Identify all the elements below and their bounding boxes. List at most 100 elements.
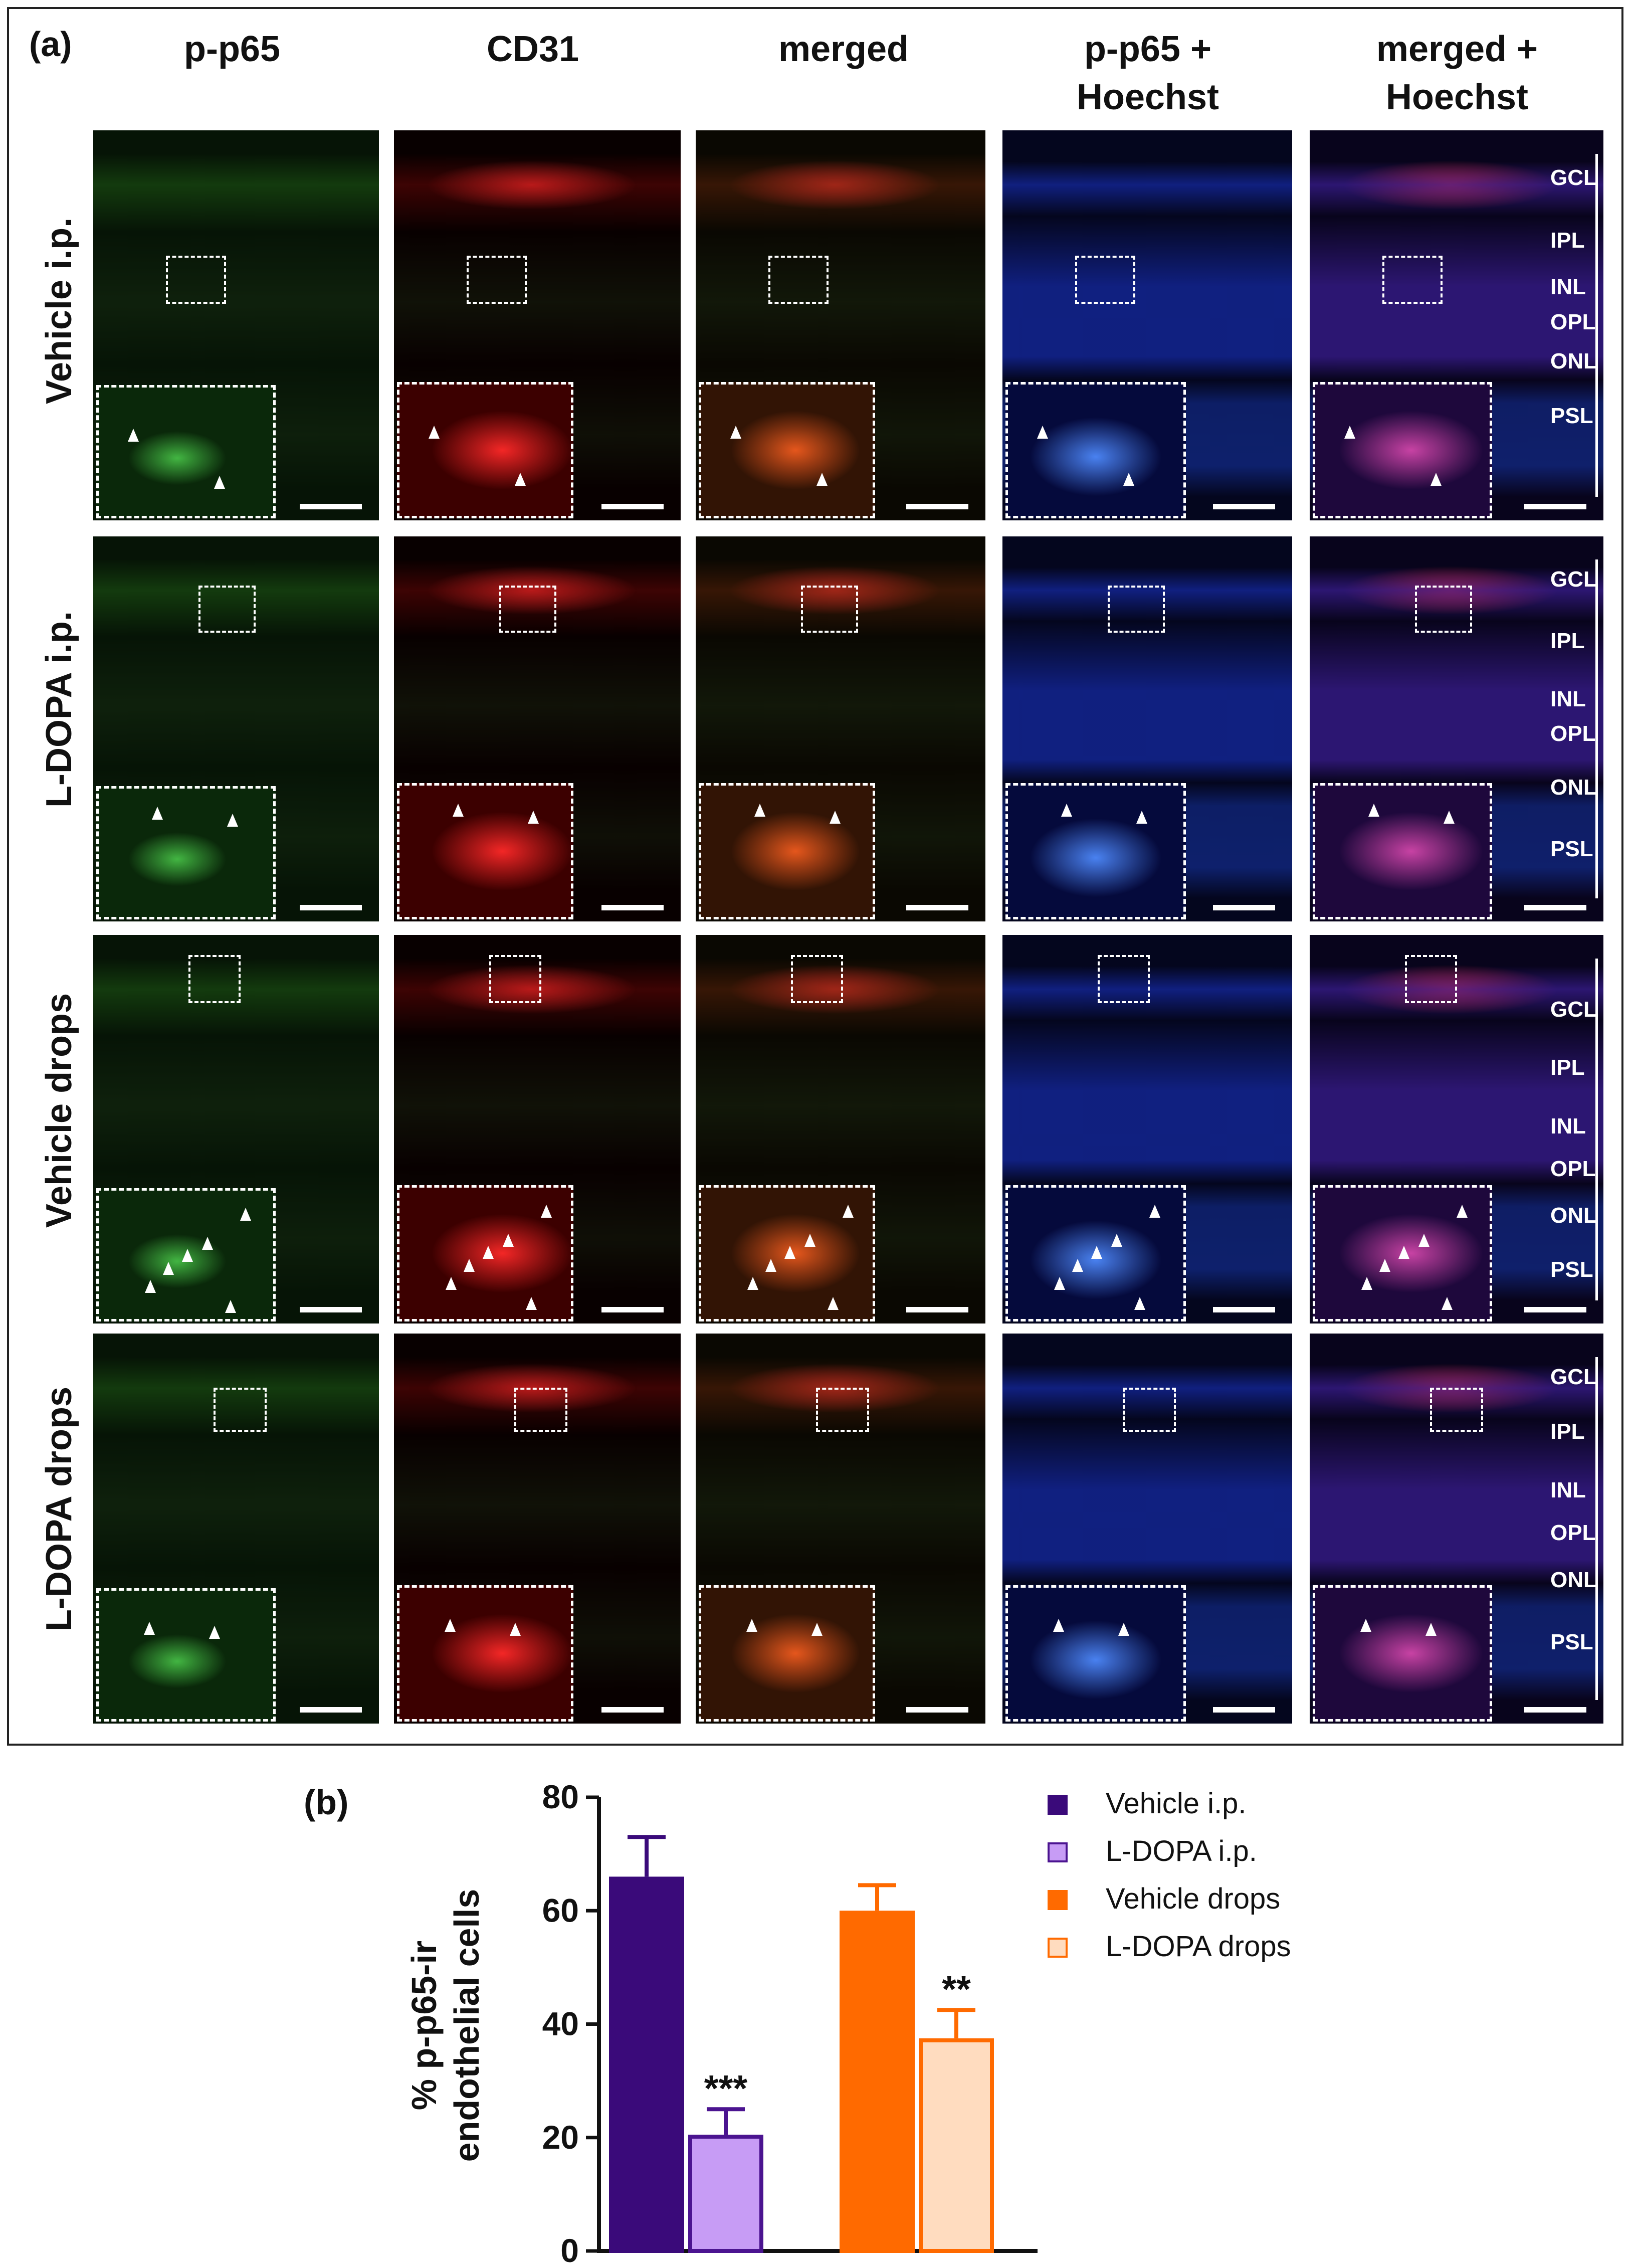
layer-axis-line — [1595, 559, 1598, 898]
micrograph-tile: GCL IPL INL OPL ONL PSL — [1310, 130, 1603, 520]
arrowhead-marker — [453, 804, 464, 817]
arrowhead-marker — [1111, 1234, 1122, 1247]
arrowhead-marker — [225, 1300, 236, 1313]
arrowhead-marker — [515, 473, 526, 486]
zoom-inset — [1005, 783, 1186, 919]
micrograph-tile — [1002, 1334, 1292, 1724]
arrowhead-marker — [1134, 1297, 1145, 1310]
micrograph-tile — [93, 130, 379, 520]
arrowhead-marker — [830, 811, 841, 824]
retinal-layer-label: IPL — [1550, 228, 1585, 253]
micrograph-tile — [93, 1334, 379, 1724]
arrowhead-marker — [1344, 426, 1355, 439]
y-tick-label: 40 — [542, 2005, 579, 2042]
arrowhead-marker — [152, 807, 163, 820]
zoom-inset — [397, 783, 573, 919]
micrograph-tile — [696, 536, 985, 921]
panel-a-frame — [7, 7, 1623, 1746]
retinal-layer-label: ONL — [1550, 1203, 1597, 1228]
zoom-inset — [96, 385, 276, 518]
zoom-inset — [1005, 1585, 1186, 1722]
arrowhead-marker — [843, 1205, 854, 1218]
micrograph-tile — [93, 935, 379, 1324]
micrograph-tile — [394, 1334, 681, 1724]
scale-bar — [601, 1307, 664, 1312]
micrograph-tile: GCL IPL INL OPL ONL PSL — [1310, 1334, 1603, 1724]
arrowhead-marker — [240, 1208, 251, 1221]
arrowhead-marker — [1430, 473, 1442, 486]
micrograph-tile: GCL IPL INL OPL ONL PSL — [1310, 935, 1603, 1324]
arrowhead-marker — [730, 426, 741, 439]
scale-bar — [1213, 1707, 1275, 1713]
zoom-inset — [397, 1185, 573, 1321]
region-of-interest-box — [1123, 1388, 1176, 1432]
retinal-layer-label: ONL — [1550, 349, 1597, 373]
retinal-layer-label: PSL — [1550, 1630, 1593, 1654]
y-tick-label: 60 — [542, 1892, 579, 1929]
micrograph-tile — [1002, 130, 1292, 520]
zoom-inset — [96, 786, 276, 919]
arrowhead-marker — [1444, 811, 1455, 824]
arrowhead-marker — [182, 1249, 193, 1262]
bar — [919, 2038, 994, 2253]
legend-label-vehicle-drops: Vehicle drops — [1106, 1882, 1281, 1915]
micrograph-tile — [696, 130, 985, 520]
scale-bar — [601, 504, 664, 509]
arrowhead-marker — [1379, 1259, 1390, 1272]
arrowhead-marker — [1442, 1297, 1453, 1310]
region-of-interest-box — [499, 586, 556, 633]
scale-bar — [1213, 905, 1275, 910]
region-of-interest-box — [801, 586, 858, 633]
legend-swatch-vehicle-drops — [1048, 1890, 1068, 1910]
arrowhead-marker — [1360, 1619, 1371, 1632]
arrowhead-marker — [528, 811, 539, 824]
arrowhead-marker — [503, 1234, 514, 1247]
arrowhead-marker — [816, 473, 828, 486]
scale-bar — [906, 504, 968, 509]
scale-bar — [300, 905, 362, 910]
column-header-cd31: CD31 — [486, 29, 579, 69]
zoom-inset — [699, 1585, 875, 1722]
zoom-inset — [1313, 382, 1492, 518]
legend-label-ldopa-ip: L-DOPA i.p. — [1106, 1835, 1257, 1867]
retinal-layer-label: GCL — [1550, 1365, 1597, 1389]
retinal-layer-label: ONL — [1550, 1568, 1597, 1592]
retinal-layer-label: INL — [1550, 275, 1586, 299]
scale-bar — [300, 1707, 362, 1713]
retinal-layer-label: OPL — [1550, 1157, 1596, 1181]
scale-bar — [1524, 905, 1586, 910]
column-header-merged-hoechst: merged + Hoechst — [1376, 29, 1538, 117]
arrowhead-marker — [1136, 811, 1147, 824]
scale-bar — [1524, 1707, 1586, 1713]
arrowhead-marker — [446, 1277, 457, 1290]
arrowhead-marker — [1149, 1205, 1160, 1218]
arrowhead-marker — [483, 1246, 494, 1259]
arrowhead-marker — [1425, 1623, 1437, 1636]
arrowhead-marker — [1457, 1205, 1468, 1218]
arrowhead-marker — [754, 804, 765, 817]
scale-bar — [601, 1707, 664, 1713]
arrowhead-marker — [209, 1626, 220, 1639]
retinal-layer-label: PSL — [1550, 404, 1593, 428]
bar — [609, 1876, 684, 2253]
retinal-layer-label: ONL — [1550, 775, 1597, 800]
arrowhead-marker — [747, 1277, 758, 1290]
micrograph-tile: GCL IPL INL OPL ONL PSL — [1310, 536, 1603, 921]
retinal-layer-label: GCL — [1550, 567, 1597, 592]
zoom-inset — [1005, 1185, 1186, 1321]
arrowhead-marker — [144, 1622, 155, 1635]
scale-bar — [300, 504, 362, 509]
legend-swatch-vehicle-ip — [1048, 1795, 1068, 1815]
retinal-layer-label: IPL — [1550, 629, 1585, 653]
region-of-interest-box — [1382, 256, 1443, 304]
scale-bar — [1213, 504, 1275, 509]
arrowhead-marker — [1398, 1246, 1409, 1259]
region-of-interest-box — [166, 256, 226, 304]
arrowhead-marker — [1053, 1619, 1064, 1632]
region-of-interest-box — [214, 1388, 267, 1432]
region-of-interest-box — [1415, 586, 1472, 633]
retinal-layer-label: GCL — [1550, 165, 1597, 190]
region-of-interest-box — [1108, 586, 1165, 633]
arrowhead-marker — [1361, 1277, 1372, 1290]
